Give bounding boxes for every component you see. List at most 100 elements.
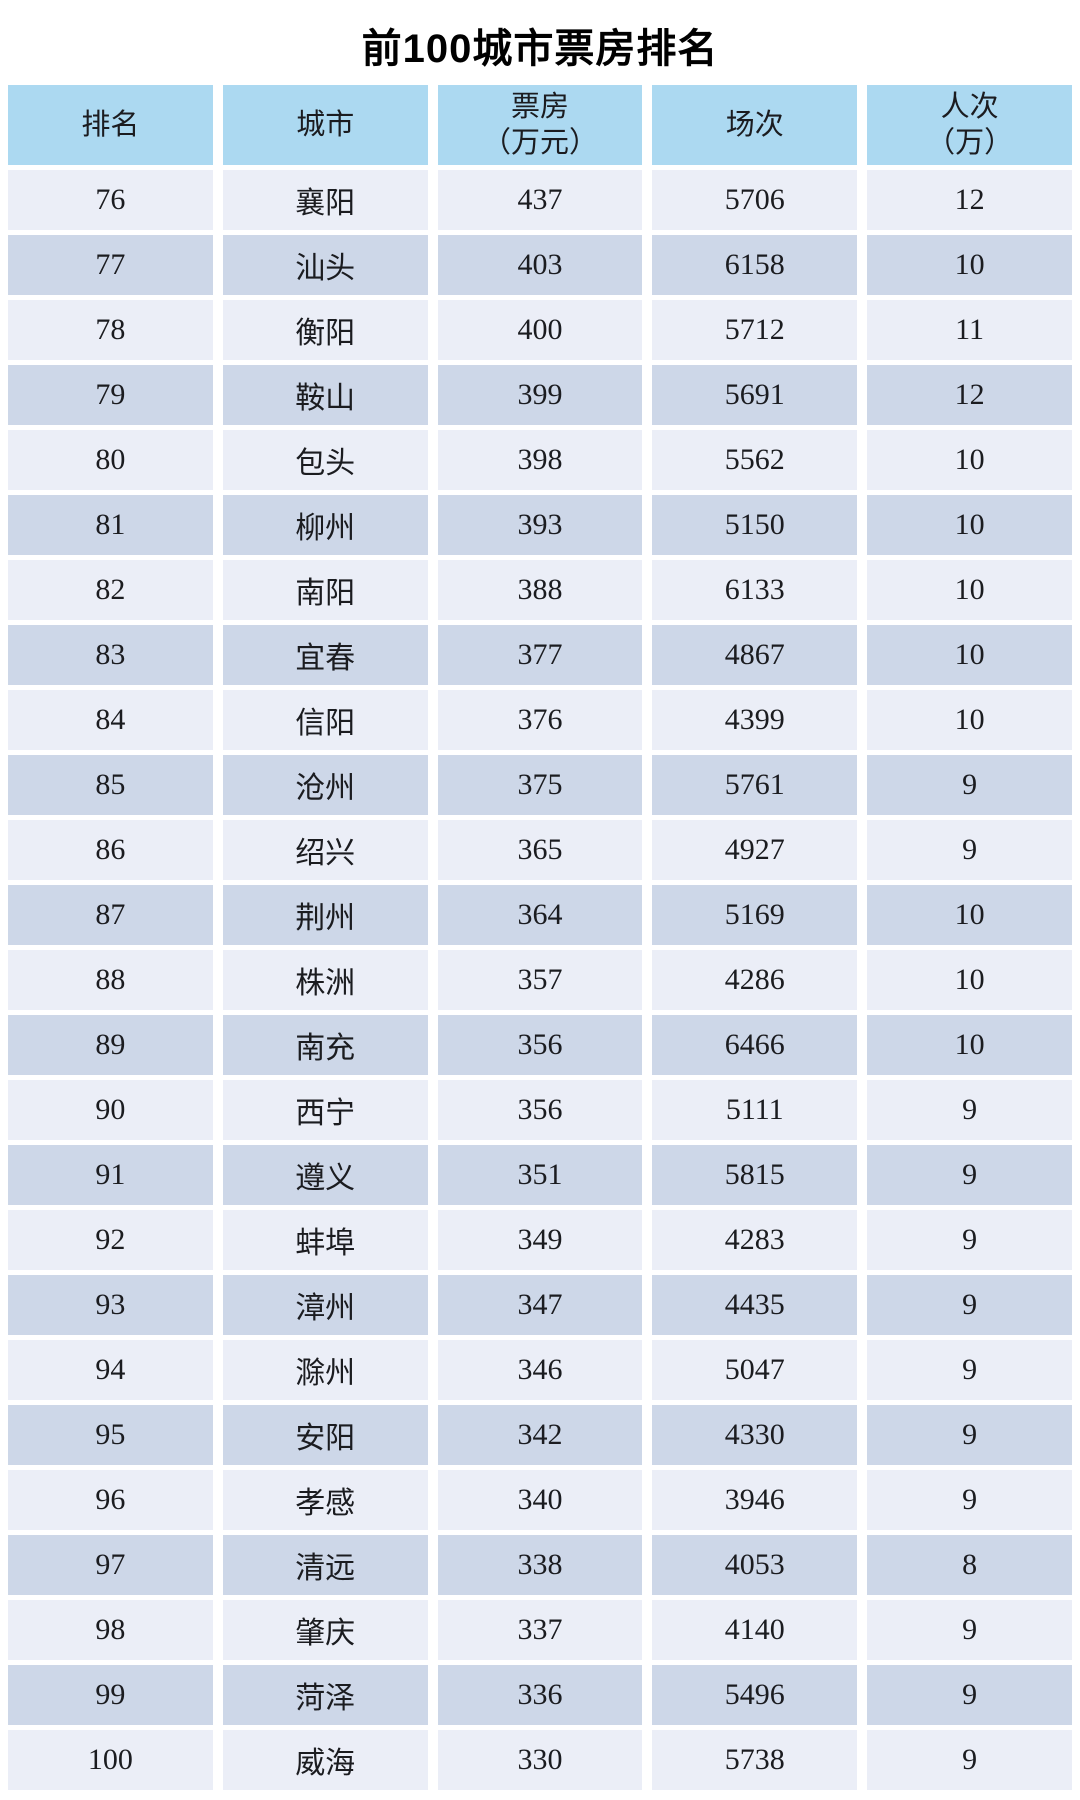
cell-box-office: 375 [437, 755, 643, 815]
cell-city: 宜春 [222, 625, 428, 685]
cell-city: 信阳 [222, 690, 428, 750]
column-header-box-office: 票房 （万元） [437, 85, 643, 165]
cell-rank: 98 [8, 1600, 213, 1660]
column-header-city: 城市 [222, 85, 428, 165]
cell-admissions: 10 [867, 560, 1072, 620]
cell-city: 西宁 [222, 1080, 428, 1140]
column-header-text: 场次 [725, 109, 784, 141]
cell-screenings: 4286 [652, 950, 858, 1010]
cell-rank: 94 [8, 1340, 213, 1400]
cell-box-office: 365 [437, 820, 643, 880]
column-header-screenings: 场次 [652, 85, 858, 165]
cell-box-office: 357 [437, 950, 643, 1010]
cell-screenings: 4283 [652, 1210, 858, 1270]
cell-city: 包头 [222, 430, 428, 490]
cell-screenings: 3946 [652, 1470, 858, 1530]
cell-city: 安阳 [222, 1405, 428, 1465]
cell-screenings: 4399 [652, 690, 858, 750]
cell-box-office: 364 [437, 885, 643, 945]
column-header-text: 票房 [510, 91, 569, 123]
cell-screenings: 6466 [652, 1015, 858, 1075]
cell-rank: 81 [8, 495, 213, 555]
cell-screenings: 5111 [652, 1080, 858, 1140]
cell-rank: 80 [8, 430, 213, 490]
cell-admissions: 9 [867, 1340, 1072, 1400]
cell-admissions: 10 [867, 690, 1072, 750]
cell-city: 汕头 [222, 235, 428, 295]
page-title: 前100城市票房排名 [361, 27, 719, 71]
cell-rank: 82 [8, 560, 213, 620]
cell-screenings: 4927 [652, 820, 858, 880]
cell-city: 株洲 [222, 950, 428, 1010]
cell-box-office: 388 [437, 560, 643, 620]
cell-box-office: 356 [437, 1080, 643, 1140]
cell-box-office: 393 [437, 495, 643, 555]
cell-rank: 93 [8, 1275, 213, 1335]
cell-city: 鞍山 [222, 365, 428, 425]
cell-admissions: 11 [867, 300, 1072, 360]
cell-box-office: 376 [437, 690, 643, 750]
cell-admissions: 9 [867, 1600, 1072, 1660]
cell-screenings: 4330 [652, 1405, 858, 1465]
cell-box-office: 400 [437, 300, 643, 360]
cell-admissions: 12 [867, 365, 1072, 425]
cell-admissions: 8 [867, 1535, 1072, 1595]
column-header-rank: 排名 [8, 85, 213, 165]
cell-box-office: 336 [437, 1665, 643, 1725]
cell-admissions: 10 [867, 430, 1072, 490]
cell-screenings: 5691 [652, 365, 858, 425]
cell-box-office: 403 [437, 235, 643, 295]
column-header-text: 城市 [296, 109, 355, 141]
cell-city: 衡阳 [222, 300, 428, 360]
cell-box-office: 399 [437, 365, 643, 425]
cell-city: 沧州 [222, 755, 428, 815]
cell-screenings: 5496 [652, 1665, 858, 1725]
cell-rank: 97 [8, 1535, 213, 1595]
cell-city: 柳州 [222, 495, 428, 555]
cell-screenings: 4435 [652, 1275, 858, 1335]
cell-screenings: 5047 [652, 1340, 858, 1400]
cell-admissions: 9 [867, 1210, 1072, 1270]
column-header-text: 排名 [81, 109, 140, 141]
box-office-ranking-table: 排名 城市 票房 （万元） 场次 人次 （万） 76 襄阳 437 5706 12 77 汕头 403 615… [8, 85, 1072, 1790]
cell-box-office: 377 [437, 625, 643, 685]
cell-city: 绍兴 [222, 820, 428, 880]
cell-screenings: 5712 [652, 300, 858, 360]
cell-rank: 86 [8, 820, 213, 880]
cell-rank: 84 [8, 690, 213, 750]
column-header-admissions: 人次 （万） [867, 85, 1072, 165]
cell-city: 荆州 [222, 885, 428, 945]
cell-rank: 89 [8, 1015, 213, 1075]
cell-admissions: 9 [867, 1665, 1072, 1725]
column-header-text: （万） [926, 127, 1014, 159]
cell-screenings: 5150 [652, 495, 858, 555]
cell-city: 遵义 [222, 1145, 428, 1205]
cell-admissions: 10 [867, 625, 1072, 685]
cell-admissions: 9 [867, 820, 1072, 880]
cell-admissions: 9 [867, 1145, 1072, 1205]
cell-box-office: 347 [437, 1275, 643, 1335]
cell-rank: 88 [8, 950, 213, 1010]
cell-box-office: 349 [437, 1210, 643, 1270]
cell-screenings: 5815 [652, 1145, 858, 1205]
cell-rank: 87 [8, 885, 213, 945]
cell-screenings: 5761 [652, 755, 858, 815]
cell-admissions: 9 [867, 1470, 1072, 1530]
cell-screenings: 4140 [652, 1600, 858, 1660]
cell-rank: 78 [8, 300, 213, 360]
cell-admissions: 9 [867, 755, 1072, 815]
column-header-text: （万元） [481, 127, 598, 159]
cell-rank: 77 [8, 235, 213, 295]
cell-city: 清远 [222, 1535, 428, 1595]
cell-rank: 85 [8, 755, 213, 815]
cell-rank: 91 [8, 1145, 213, 1205]
cell-rank: 95 [8, 1405, 213, 1465]
cell-rank: 96 [8, 1470, 213, 1530]
cell-screenings: 5738 [652, 1730, 858, 1790]
cell-admissions: 9 [867, 1730, 1072, 1790]
cell-admissions: 10 [867, 235, 1072, 295]
cell-city: 南充 [222, 1015, 428, 1075]
cell-box-office: 338 [437, 1535, 643, 1595]
cell-screenings: 4053 [652, 1535, 858, 1595]
cell-screenings: 5169 [652, 885, 858, 945]
